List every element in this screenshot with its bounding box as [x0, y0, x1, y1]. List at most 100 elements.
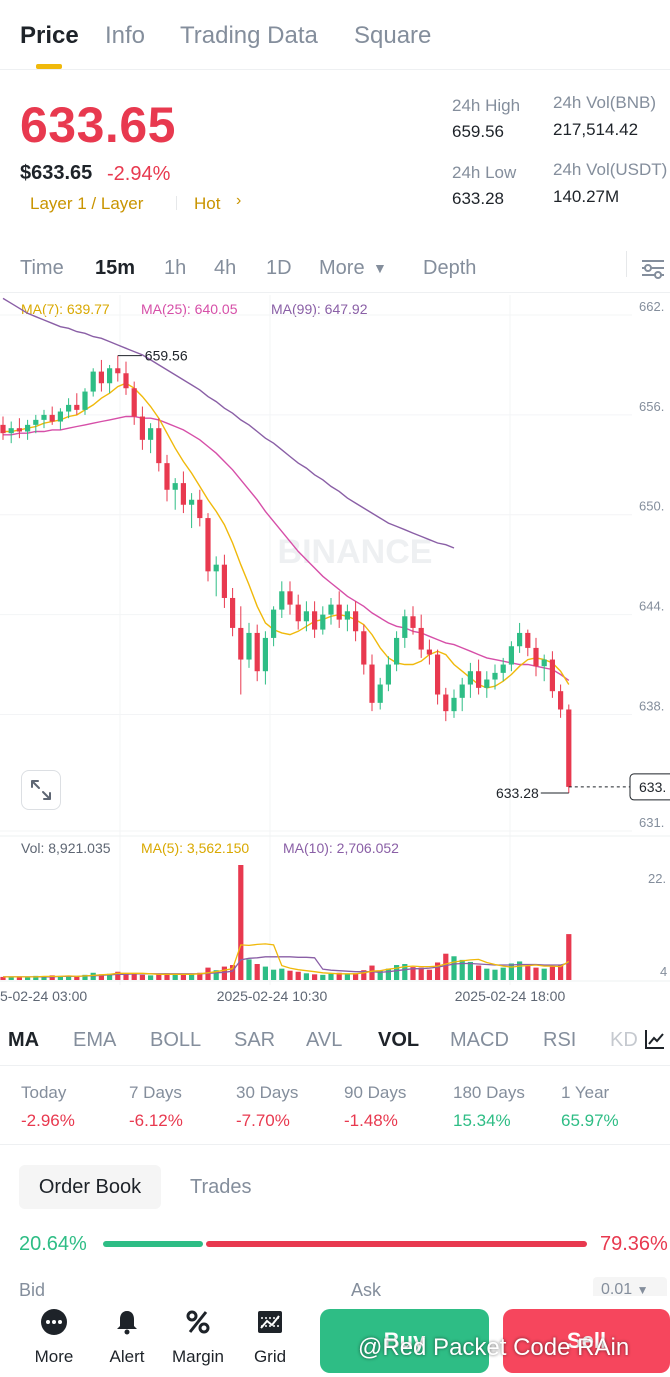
interval-more[interactable]: More	[319, 257, 365, 279]
depth-tab[interactable]: Depth	[423, 257, 477, 279]
candle-body	[172, 483, 178, 490]
margin-button[interactable]: Margin	[168, 1308, 228, 1367]
candle-body	[180, 483, 186, 505]
volume-bar	[361, 970, 367, 980]
candle-body	[353, 611, 359, 632]
candle-body	[90, 371, 96, 392]
indicator-vol[interactable]: VOL	[378, 1029, 420, 1051]
candle-body	[500, 664, 506, 673]
indicator-kd[interactable]: KD	[610, 1029, 638, 1051]
caret-down-icon[interactable]: ▼	[373, 260, 387, 276]
volume-bar	[123, 973, 129, 980]
tab-trades[interactable]: Trades	[190, 1176, 252, 1198]
expand-icon	[31, 780, 51, 800]
tab-square[interactable]: Square	[354, 22, 432, 49]
price-tick-label: 650.	[639, 499, 664, 514]
price-tick-label: 662.	[639, 299, 664, 314]
candle-body	[402, 616, 408, 638]
indicator-settings-icon[interactable]	[644, 1028, 666, 1050]
tab-trading-data[interactable]: Trading Data	[180, 22, 318, 49]
perf-1y-label: 1 Year	[561, 1083, 610, 1102]
interval-time[interactable]: Time	[20, 257, 64, 279]
chart-settings-icon[interactable]	[640, 257, 666, 279]
volume-bar	[41, 976, 47, 980]
volume-ma10-legend: MA(10): 2,706.052	[283, 840, 399, 856]
candle-body	[115, 368, 121, 374]
grid-button[interactable]: Grid	[240, 1308, 300, 1367]
bid-ratio-bar	[103, 1241, 203, 1247]
candle-body	[156, 428, 162, 464]
indicator-macd[interactable]: MACD	[450, 1029, 509, 1051]
interval-4h[interactable]: 4h	[214, 257, 237, 279]
interval-1d[interactable]: 1D	[266, 257, 292, 279]
perf-180d-label: 180 Days	[453, 1083, 525, 1102]
indicator-boll[interactable]: BOLL	[150, 1029, 202, 1051]
sell-button[interactable]: Sell	[503, 1309, 670, 1373]
candle-body	[238, 627, 244, 660]
candle-body	[312, 611, 318, 630]
stat-24h-vol-usdt-label: 24h Vol(USDT)	[553, 160, 668, 179]
candle-body	[303, 611, 309, 622]
volume-bar	[148, 975, 154, 980]
candle-body	[41, 414, 47, 420]
grid-label: Grid	[253, 1347, 287, 1366]
volume-bar	[8, 977, 14, 980]
volume-bar	[0, 976, 6, 980]
volume-bar	[246, 959, 252, 980]
ma25-line	[3, 415, 570, 681]
binance-watermark: BINANCE	[278, 533, 433, 571]
more-button[interactable]: More	[24, 1308, 84, 1367]
volume-bar	[74, 976, 80, 980]
indicator-tab-bar: MA EMA BOLL SAR AVL VOL MACD RSI KD	[0, 1010, 670, 1066]
alert-button[interactable]: Alert	[97, 1308, 157, 1367]
volume-bar	[254, 964, 260, 980]
category-tag[interactable]: Layer 1 / Layer	[30, 194, 144, 213]
indicator-rsi[interactable]: RSI	[543, 1029, 577, 1051]
perf-90d-value: -1.48%	[344, 1111, 398, 1130]
tab-divider	[626, 251, 627, 277]
indicator-ma[interactable]: MA	[8, 1029, 40, 1051]
tab-price[interactable]: Price	[20, 22, 79, 49]
chart-interval-bar: Time 15m 1h 4h 1D More ▼ Depth	[0, 245, 670, 293]
fullscreen-button[interactable]	[21, 770, 61, 810]
volume-bar	[484, 968, 490, 980]
perf-180d-value: 15.34%	[453, 1111, 511, 1130]
candle-body	[459, 684, 465, 698]
tab-order-book[interactable]: Order Book	[19, 1165, 161, 1209]
candle-body	[484, 679, 490, 688]
interval-15m[interactable]: 15m	[95, 257, 136, 279]
candle-body	[320, 614, 326, 630]
indicator-ema[interactable]: EMA	[73, 1029, 117, 1051]
time-tick-label: 2025-02-24 18:00	[455, 988, 566, 1004]
candle-body	[221, 564, 227, 598]
interval-1h[interactable]: 1h	[164, 257, 187, 279]
tab-info[interactable]: Info	[105, 22, 146, 49]
volume-bar	[156, 974, 162, 980]
volume-bar	[476, 965, 482, 980]
volume-bar	[541, 968, 547, 980]
stat-24h-low-label: 24h Low	[452, 163, 517, 182]
volume-bar	[139, 974, 145, 980]
indicator-avl[interactable]: AVL	[306, 1029, 343, 1051]
candle-body	[279, 591, 285, 610]
high-price-label: 659.56	[145, 348, 188, 364]
volume-bar	[287, 970, 293, 980]
more-dots-icon	[41, 1309, 67, 1335]
volume-bar	[377, 970, 383, 980]
volume-bar	[57, 976, 63, 980]
candle-body	[131, 388, 137, 417]
perf-today-label: Today	[21, 1083, 67, 1102]
volume-ma5-line	[3, 943, 570, 978]
price-chart[interactable]: BINANCE 659.56 633.28 633. 662. 656. 650. 644…	[0, 295, 670, 1005]
ma99-legend: MA(99): 647.92	[271, 301, 368, 317]
volume-ma5-legend: MA(5): 3,562.150	[141, 840, 250, 856]
volume-tick-label: 4	[660, 964, 667, 979]
chevron-right-icon[interactable]: ›	[236, 192, 242, 209]
volume-bar	[221, 966, 227, 980]
buy-button[interactable]: Buy	[320, 1309, 489, 1373]
indicator-sar[interactable]: SAR	[234, 1029, 276, 1051]
section-divider	[0, 1144, 670, 1145]
hot-tag[interactable]: Hot	[194, 194, 221, 213]
volume-bar	[115, 971, 121, 980]
perf-30d-label: 30 Days	[236, 1083, 299, 1102]
